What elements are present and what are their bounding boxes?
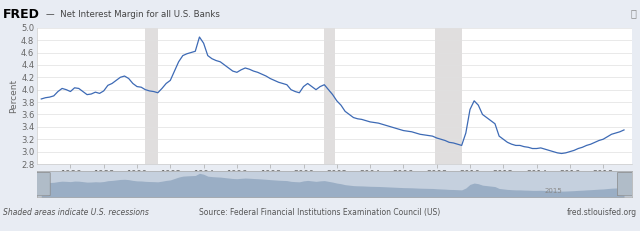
FancyBboxPatch shape: [618, 172, 637, 196]
Text: 2015: 2015: [545, 188, 562, 195]
Text: ⤢: ⤢: [631, 8, 637, 18]
Text: FRED: FRED: [3, 8, 40, 21]
Y-axis label: Percent: Percent: [9, 79, 18, 113]
Text: fred.stlouisfed.org: fred.stlouisfed.org: [566, 209, 637, 217]
Text: Shaded areas indicate U.S. recessions: Shaded areas indicate U.S. recessions: [3, 209, 149, 217]
Bar: [145, 28, 158, 164]
Text: —  Net Interest Margin for all U.S. Banks: — Net Interest Margin for all U.S. Banks: [46, 10, 220, 19]
FancyBboxPatch shape: [31, 172, 50, 196]
Text: Source: Federal Financial Institutions Examination Council (US): Source: Federal Financial Institutions E…: [200, 209, 440, 217]
Bar: [324, 28, 335, 164]
Bar: [435, 28, 461, 164]
